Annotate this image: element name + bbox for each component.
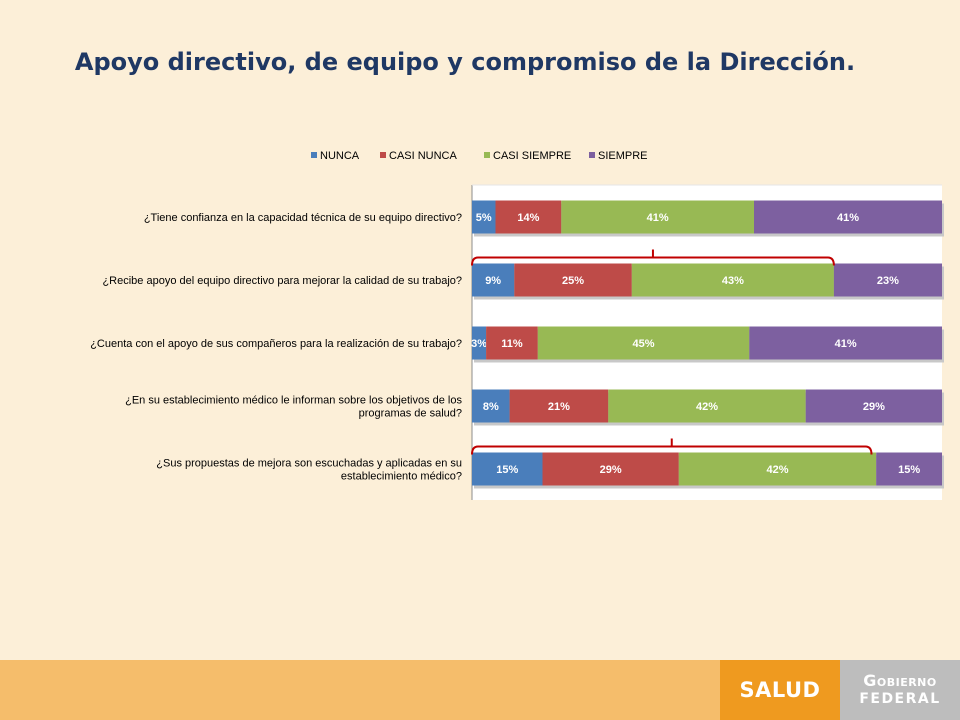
category-label-1: ¿Recibe apoyo del equipo directivo para … [102,275,462,287]
bar-1-1 [514,263,632,297]
legend-label-2: CASI SIEMPRE [493,150,571,162]
legend-swatch-1 [380,152,386,158]
bar-2-0 [472,326,487,360]
category-label-4: ¿Sus propuestas de mejora son escuchadas… [156,458,462,483]
data-label-2-2: 45% [633,338,655,350]
data-label-0-3: 41% [837,212,859,224]
bar-0-2 [561,200,754,234]
data-label-0-0: 5% [476,212,492,224]
data-label-2-1: 11% [501,338,523,350]
data-label-1-2: 43% [722,275,744,287]
category-label-2: ¿Cuenta con el apoyo de sus compañeros p… [90,338,462,350]
federal-label: FEDERAL [859,691,941,707]
legend-swatch-2 [484,152,490,158]
legend-label-0: NUNCA [320,150,360,162]
bar-1-2 [631,263,834,297]
data-label-4-0: 15% [496,464,518,476]
data-label-4-3: 15% [898,464,920,476]
legend-label-1: CASI NUNCA [389,150,458,162]
legend-label-3: SIEMPRE [598,150,648,162]
category-label-line-1-0: ¿Recibe apoyo del equipo directivo para … [102,275,462,287]
bar-3-3 [805,389,942,423]
gobierno-federal-logo: Gobierno FEDERAL [840,660,960,720]
bar-4-3 [876,452,942,486]
data-label-1-0: 9% [485,275,501,287]
data-label-2-0: 3% [471,338,487,350]
bar-1-3 [833,263,942,297]
bar-4-1 [542,452,679,486]
category-label-line-4-1: establecimiento médico? [341,471,462,483]
stacked-bar-chart: NUNCA CASI NUNCA CASI SIEMPRE SIEMPRE 5% 14% 4… [90,150,944,500]
category-label-line-2-0: ¿Cuenta con el apoyo de sus compañeros p… [90,338,462,350]
salud-logo: SALUD [720,660,840,720]
data-label-4-1: 29% [600,464,622,476]
bar-2-1 [486,326,538,360]
legend-swatch-0 [311,152,317,158]
data-label-3-1: 21% [548,401,570,413]
salud-label: SALUD [739,678,821,702]
bar-3-0 [472,389,510,423]
data-label-4-2: 42% [766,464,788,476]
bar-3-2 [608,389,806,423]
data-label-2-3: 41% [835,338,857,350]
category-label-0: ¿Tiene confianza en la capacidad técnica… [144,212,462,224]
data-label-0-2: 41% [647,212,669,224]
category-label-line-3-0: ¿En su establecimiento médico le informa… [125,395,462,407]
bar-4-0 [472,452,543,486]
gobierno-label: Gobierno [863,671,937,690]
bar-4-2 [678,452,877,486]
bar-2-3 [749,326,942,360]
footer-band: SALUD Gobierno FEDERAL [0,660,960,720]
bar-0-1 [495,200,562,234]
category-label-line-4-0: ¿Sus propuestas de mejora son escuchadas… [156,458,462,470]
category-label-line-3-1: programas de salud? [359,408,462,420]
page-title: Apoyo directivo, de equipo y compromiso … [74,48,856,76]
category-label-3: ¿En su establecimiento médico le informa… [125,395,462,420]
bar-3-1 [509,389,609,423]
data-label-1-1: 25% [562,275,584,287]
bar-0-0 [472,200,496,234]
bar-0-3 [754,200,942,234]
category-label-line-0-0: ¿Tiene confianza en la capacidad técnica… [144,212,462,224]
data-label-1-3: 23% [877,275,899,287]
bar-2-2 [537,326,750,360]
data-label-3-0: 8% [483,401,499,413]
legend-swatch-3 [589,152,595,158]
data-label-0-1: 14% [517,212,539,224]
bar-1-0 [472,263,515,297]
data-label-3-3: 29% [863,401,885,413]
data-label-3-2: 42% [696,401,718,413]
